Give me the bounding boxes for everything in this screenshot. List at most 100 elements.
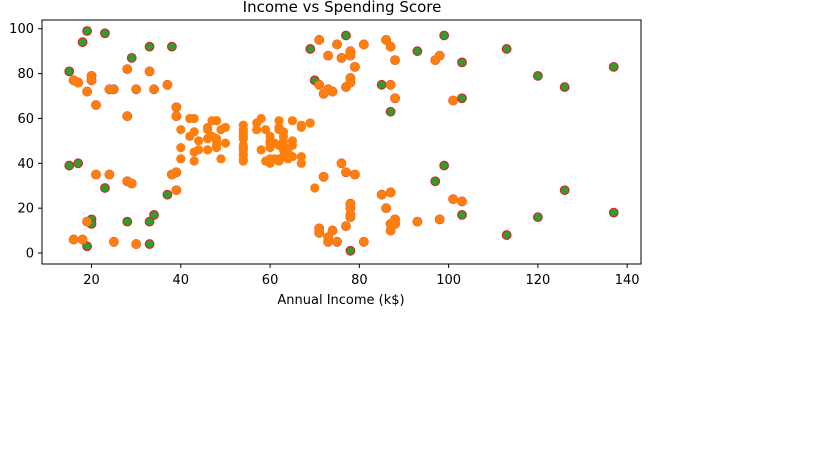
data-point-s0-114: [559, 185, 570, 196]
data-point-s1-16: [122, 111, 132, 121]
data-point-s1-10: [104, 169, 114, 180]
data-point-s0-65: [341, 30, 351, 41]
x-axis-label: Annual Income (k$): [277, 293, 404, 308]
data-point-s1-113: [323, 51, 333, 61]
data-point-s1-43: [203, 125, 213, 135]
x-tick-label-1: 40: [173, 273, 190, 288]
data-point-s1-97: [287, 136, 297, 146]
data-point-s1-137: [359, 39, 369, 50]
data-point-s0-102: [439, 160, 450, 171]
data-point-s1-131: [345, 212, 356, 222]
data-point-s1-156: [457, 196, 467, 207]
data-point-s0-38: [162, 189, 173, 200]
data-point-s1-37: [189, 156, 199, 166]
data-point-s1-153: [435, 51, 445, 61]
data-point-s1-155: [448, 95, 458, 106]
data-point-s0-18: [100, 183, 110, 193]
data-point-s1-4: [82, 86, 92, 97]
data-point-s0-76: [345, 245, 356, 256]
data-point-s1-41: [203, 145, 213, 155]
data-point-s1-132: [345, 48, 356, 59]
data-point-s0-7: [77, 37, 88, 48]
data-point-s1-28: [176, 125, 186, 135]
data-point-s1-14: [122, 64, 132, 74]
data-point-s0-117: [608, 61, 619, 72]
points-layer: [64, 26, 619, 256]
data-point-s1-118: [332, 237, 342, 247]
data-point-s1-8: [91, 169, 101, 180]
data-point-s1-72: [261, 125, 271, 135]
x-tick-label-6: 140: [615, 273, 640, 288]
data-point-s0-112: [532, 212, 543, 223]
data-point-s0-116: [608, 207, 619, 218]
data-point-s1-0: [69, 234, 79, 245]
data-point-s1-121: [336, 53, 347, 63]
y-tick-label-5: 100: [9, 22, 34, 37]
data-point-s1-27: [171, 102, 181, 112]
data-point-s1-117: [327, 86, 338, 97]
data-point-s0-11: [82, 26, 92, 36]
data-point-s0-34: [144, 216, 155, 227]
data-point-s1-26: [171, 185, 181, 195]
data-point-s0-32: [144, 239, 155, 249]
data-point-s1-35: [189, 113, 199, 124]
data-point-s1-133: [345, 73, 356, 83]
data-point-s0-87: [385, 106, 396, 117]
data-point-s1-9: [91, 100, 101, 110]
data-point-s1-24: [171, 167, 181, 177]
data-point-s1-5: [82, 217, 92, 227]
data-point-s1-69: [252, 125, 262, 135]
data-point-s0-36: [149, 209, 159, 220]
data-point-s1-3: [78, 234, 88, 245]
data-point-s1-18: [131, 239, 141, 249]
data-point-s1-7: [86, 71, 97, 81]
data-point-s0-107: [457, 57, 467, 68]
data-point-s1-103: [296, 158, 306, 168]
data-point-s1-138: [377, 190, 387, 200]
data-point-s1-140: [381, 35, 391, 45]
data-point-s1-64: [238, 156, 248, 166]
data-point-s1-107: [314, 80, 324, 90]
x-tick-label-2: 60: [262, 273, 279, 288]
data-point-s1-109: [314, 228, 324, 238]
data-point-s1-39: [194, 145, 204, 155]
data-point-s1-98: [287, 151, 297, 162]
data-point-s1-25: [171, 111, 181, 121]
data-point-s0-111: [501, 44, 512, 54]
data-point-s0-4: [73, 158, 84, 169]
data-point-s0-106: [457, 209, 467, 220]
data-point-s1-66: [238, 120, 248, 130]
data-point-s1-55: [220, 122, 231, 133]
data-point-s1-122: [341, 221, 351, 231]
y-axis-ticks: 0 20 40 60 80 100: [9, 22, 42, 262]
data-point-s1-148: [390, 214, 400, 224]
data-point-s1-38: [194, 136, 204, 146]
data-point-s1-21: [149, 84, 159, 94]
data-point-s1-17: [127, 178, 137, 189]
data-point-s1-143: [386, 80, 396, 90]
data-point-s0-0: [64, 160, 75, 171]
data-point-s1-116: [327, 225, 338, 236]
data-point-s1-110: [319, 172, 329, 182]
data-point-s1-67: [238, 145, 248, 155]
data-point-s1-147: [390, 55, 400, 65]
data-point-s1-13: [109, 84, 119, 94]
data-point-s1-106: [314, 35, 324, 45]
data-point-s1-152: [435, 214, 445, 224]
x-tick-label-4: 100: [436, 273, 461, 288]
data-point-s0-46: [305, 44, 316, 54]
data-point-s0-97: [412, 46, 423, 57]
data-point-s1-149: [390, 93, 400, 103]
data-point-s1-99: [287, 116, 297, 126]
data-point-s1-145: [386, 42, 396, 52]
y-tick-label-0: 0: [26, 247, 34, 262]
data-point-s1-84: [274, 116, 284, 126]
data-point-s1-62: [238, 134, 248, 144]
data-point-s1-12: [109, 237, 119, 247]
data-point-s1-134: [350, 169, 360, 180]
x-tick-label-0: 20: [83, 273, 100, 288]
data-point-s1-100: [296, 151, 306, 162]
data-point-s1-139: [381, 203, 391, 213]
data-point-s1-20: [144, 66, 155, 76]
data-point-s1-29: [176, 143, 186, 153]
